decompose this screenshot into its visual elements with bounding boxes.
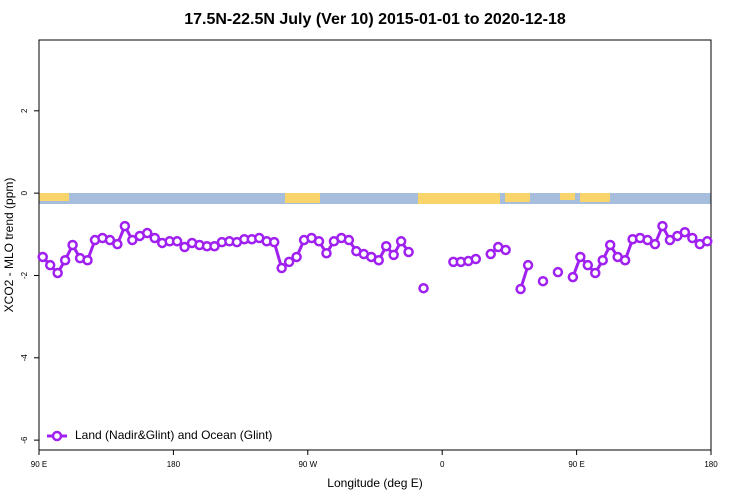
data-point [537,275,549,287]
data-point [149,232,160,244]
data-point [657,220,668,232]
x-tick-label: 90 E [568,460,584,469]
data-point [343,234,355,246]
data-point [268,236,280,248]
data-point [395,236,407,247]
data-point [52,267,63,279]
data-point [567,271,579,283]
x-tick-label: 90 E [31,460,47,469]
data-point [687,232,698,244]
data-point [649,238,661,250]
data-point [679,226,691,238]
y-tick-label: 2 [20,108,29,113]
data-point [112,238,123,250]
data-point [104,234,116,246]
data-point [37,251,48,263]
data-point [321,247,332,259]
data-point [515,283,526,295]
data-point [664,234,676,246]
data-point [44,259,56,271]
data-point [276,262,287,274]
plot-frame [38,39,712,451]
data-point [522,259,534,271]
y-tick-label: -4 [20,354,29,362]
data-point [470,253,482,265]
data-point [142,227,153,239]
x-tick-label: 180 [167,460,181,469]
y-tick-label: 0 [20,190,29,195]
data-point [388,249,399,261]
data-point [597,254,608,266]
data-point [380,240,392,252]
data-point [702,236,713,247]
data-point [500,244,511,256]
data-point [82,254,93,266]
data-point [373,254,384,266]
data-point [604,239,616,251]
data-point [575,251,586,263]
data-point [283,256,295,268]
y-tick-label: -6 [20,436,29,444]
data-point [619,254,631,266]
x-axis-title: Longitude (deg E) [327,476,422,490]
data-point [67,239,78,251]
data-point [179,241,190,253]
x-tick-label: 90 W [298,460,317,469]
x-tick-label: 0 [440,460,445,469]
data-point [552,266,564,278]
data-point [485,248,496,260]
data-point [582,259,594,271]
data-point [590,267,601,279]
legend-marker [51,430,63,442]
legend-label: Land (Nadir&Glint) and Ocean (Glint) [75,428,272,442]
data-point [313,236,325,247]
data-point [127,234,138,246]
data-point [171,236,183,247]
data-point [119,220,131,232]
data-point [291,251,302,263]
y-axis-title: XCO2 - MLO trend (ppm) [2,178,16,313]
data-point [642,234,653,246]
data-point [403,246,414,258]
data-point [59,254,71,266]
data-point [418,282,429,294]
x-tick-label: 180 [704,460,718,469]
chart-title: 17.5N-22.5N July (Ver 10) 2015-01-01 to … [184,11,566,28]
land-ocean-strip [39,193,711,204]
y-tick-label: -2 [20,271,29,279]
data-point [209,240,220,252]
